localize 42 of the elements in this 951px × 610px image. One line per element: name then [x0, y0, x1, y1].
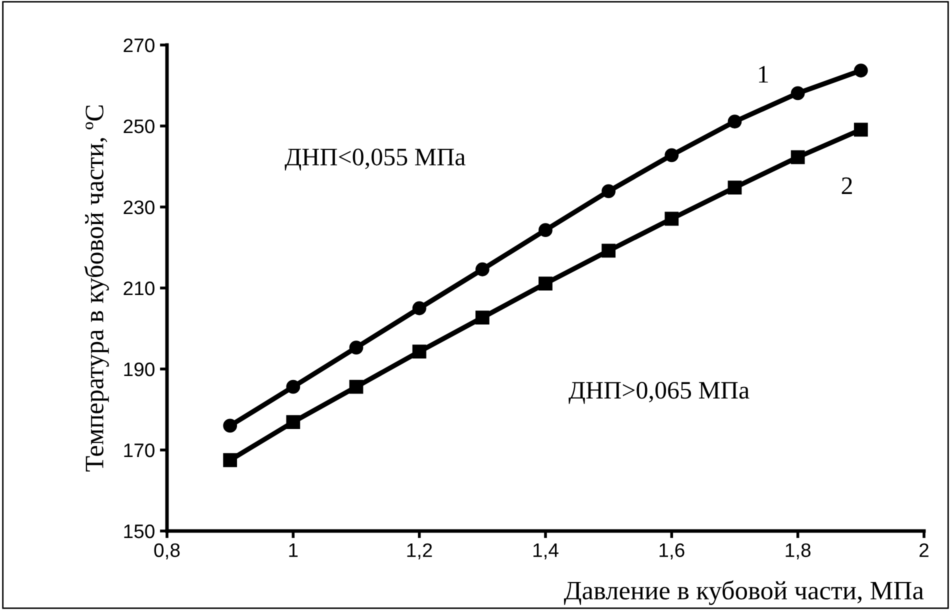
point — [664, 212, 679, 226]
point — [475, 262, 490, 276]
point — [349, 340, 364, 354]
point — [728, 114, 742, 128]
annotation: ДНП>0,065 МПа — [568, 382, 750, 404]
point — [538, 276, 552, 290]
point — [286, 380, 300, 394]
y-tick-label: 170 — [124, 443, 154, 458]
point — [664, 148, 679, 162]
y-tick-label: 150 — [124, 524, 154, 538]
y-tick-label: 230 — [124, 200, 154, 214]
y-tick-label: 270 — [124, 38, 154, 52]
series-label: 1 — [759, 66, 768, 83]
point — [286, 415, 300, 429]
point — [854, 122, 868, 137]
point — [538, 223, 552, 238]
x-tick-label: 1,6 — [660, 543, 684, 560]
point — [790, 86, 805, 100]
x-tick-label: 2 — [920, 543, 928, 557]
y-tick-label: 210 — [124, 281, 154, 296]
x-axis-title: Давление в кубовой части, МПа — [564, 580, 924, 605]
x-tick-label: 1,2 — [407, 543, 432, 560]
y-tick-label: 250 — [124, 119, 154, 134]
point — [475, 310, 490, 325]
point — [602, 244, 616, 258]
x-tick-label: 1,4 — [533, 544, 558, 560]
point — [854, 64, 868, 78]
x-tick-label: 1 — [289, 544, 298, 557]
point — [223, 453, 238, 468]
x-tick-label: 1,8 — [786, 543, 811, 560]
point — [412, 301, 426, 316]
point — [349, 380, 364, 394]
series-label: 2 — [842, 177, 852, 194]
point — [790, 150, 805, 164]
point — [728, 180, 742, 195]
y-axis-title: Температура в кубовой части, ºC — [84, 105, 109, 472]
point — [602, 184, 616, 198]
x-tick-label: 0,8 — [154, 543, 180, 560]
point — [223, 418, 238, 433]
annotation: ДНП<0,055 МПа — [284, 148, 466, 171]
point — [412, 344, 426, 359]
y-tick-label: 190 — [124, 362, 154, 376]
